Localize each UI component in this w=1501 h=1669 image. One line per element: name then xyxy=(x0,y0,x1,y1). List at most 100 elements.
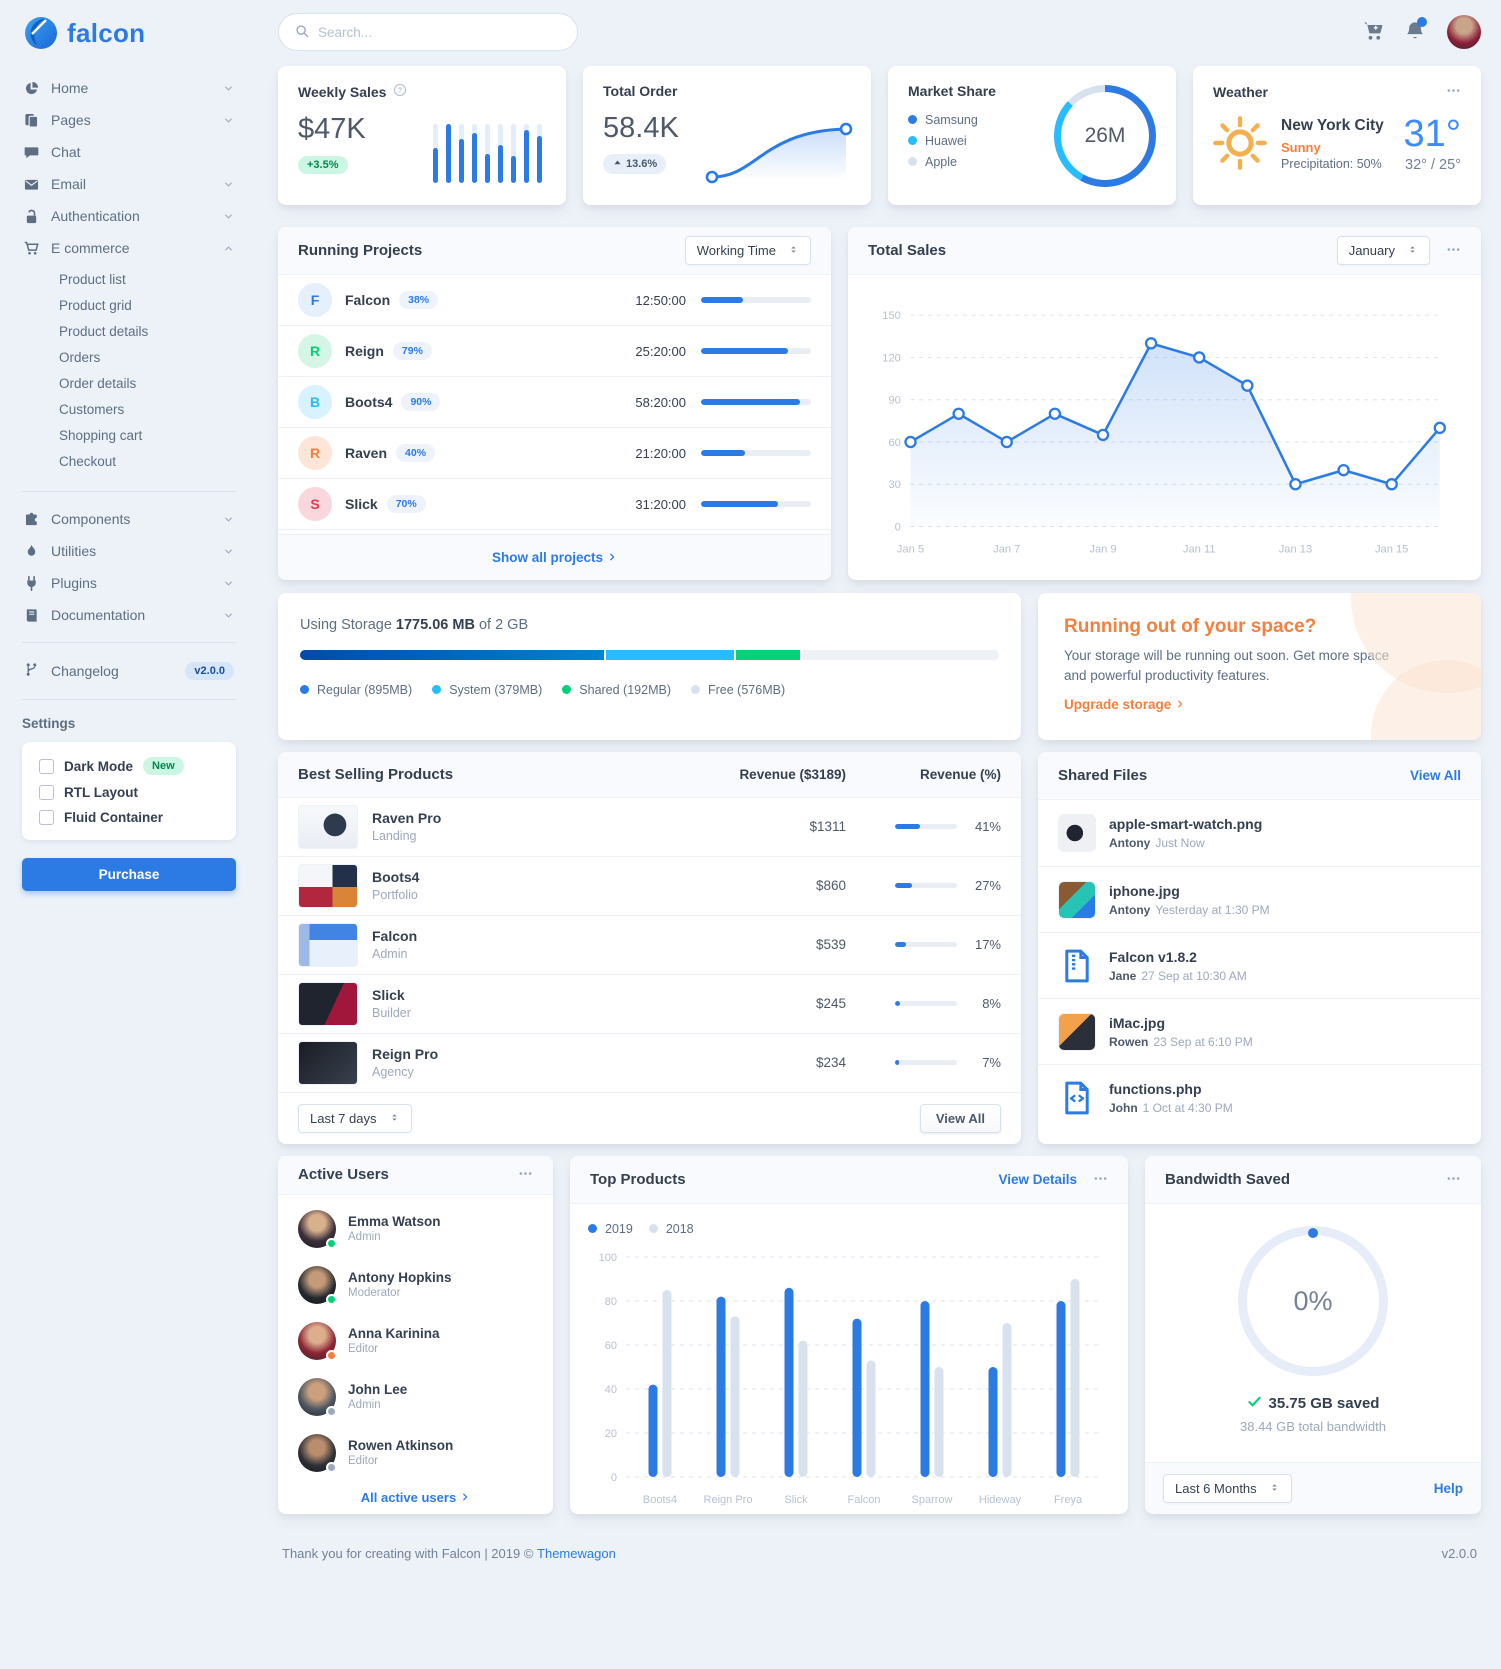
view-all-files-link[interactable]: View All xyxy=(1409,768,1461,783)
file-item-iphone-jpg[interactable]: iphone.jpg Antony Yesterday at 1:30 PM xyxy=(1038,866,1481,932)
storage-used: 1775.06 MB xyxy=(395,617,475,633)
project-row-slick[interactable]: S Slick 70% 31:20:00 xyxy=(278,479,831,530)
chevron-down-icon xyxy=(225,549,232,553)
code-branch-icon xyxy=(26,663,37,676)
project-avatar: F xyxy=(298,283,332,317)
purchase-button[interactable]: Purchase xyxy=(22,858,236,891)
search-box[interactable] xyxy=(278,13,578,51)
sidebar-item-label: Changelog xyxy=(51,663,119,679)
file-item-falcon-v1-8-2[interactable]: Falcon v1.8.2 Jane 27 Sep at 10:30 AM xyxy=(1038,932,1481,998)
page-footer: Thank you for creating with Falcon | 201… xyxy=(278,1528,1481,1585)
subnav-item-customers[interactable]: Customers xyxy=(59,401,125,417)
setting-fluid-container[interactable]: Fluid Container xyxy=(39,810,219,825)
sidebar-item-pages[interactable]: Pages xyxy=(22,104,236,136)
card-menu-button[interactable] xyxy=(1093,1171,1108,1189)
sidebar-item-changelog[interactable]: Changelog v2.0.0 xyxy=(22,654,236,688)
project-row-boots4[interactable]: B Boots4 90% 58:20:00 xyxy=(278,377,831,428)
all-active-users-link[interactable]: All active users xyxy=(361,1490,470,1505)
card-menu-button[interactable] xyxy=(1446,242,1461,260)
product-row-boots4[interactable]: Boots4 Portfolio $860 27% xyxy=(278,857,1021,916)
total-order-value: 58.4K xyxy=(603,112,679,144)
project-avatar: B xyxy=(298,385,332,419)
card-menu-button[interactable] xyxy=(518,1166,533,1184)
main-content: Weekly Sales? $47K +3.5% Total Order 58.… xyxy=(258,0,1501,1585)
legend-2019: 2019 xyxy=(588,1218,633,1239)
total-order-badge: 13.6% xyxy=(603,154,667,174)
sidebar-item-plugins[interactable]: Plugins xyxy=(22,567,236,599)
upgrade-storage-link[interactable]: Upgrade storage xyxy=(1064,697,1185,712)
sidebar-item-authentication[interactable]: Authentication xyxy=(22,200,236,232)
svg-text:Jan 7: Jan 7 xyxy=(993,544,1020,556)
subnav-item-checkout[interactable]: Checkout xyxy=(59,453,117,469)
product-progress xyxy=(895,1060,957,1066)
month-select[interactable]: January xyxy=(1336,236,1430,265)
sidebar-item-components[interactable]: Components xyxy=(22,503,236,535)
notifications-button[interactable] xyxy=(1405,16,1427,44)
file-thumbnail xyxy=(1058,880,1096,919)
user-row-antony-hopkins[interactable]: Antony Hopkins Moderator xyxy=(278,1257,553,1313)
cart-button[interactable] xyxy=(1363,21,1383,44)
project-avatar: R xyxy=(298,436,332,470)
sidebar-item-chat[interactable]: Chat xyxy=(22,136,236,168)
product-revenue: $860 xyxy=(815,878,846,894)
user-row-john-lee[interactable]: John Lee Admin xyxy=(278,1369,553,1425)
product-row-falcon[interactable]: Falcon Admin $539 17% xyxy=(278,916,1021,975)
file-time: 1 Oct at 4:30 PM xyxy=(1142,1100,1233,1115)
subnav-item-orders[interactable]: Orders xyxy=(59,349,101,365)
product-row-raven-pro[interactable]: Raven Pro Landing $1311 41% xyxy=(278,798,1021,857)
subnav-item-order-details[interactable]: Order details xyxy=(59,375,137,391)
weather-title: Weather xyxy=(1213,84,1268,100)
dots-h-icon xyxy=(1447,89,1460,92)
card-menu-button[interactable] xyxy=(1446,1171,1461,1189)
subnav-item-product-details[interactable]: Product details xyxy=(59,323,149,339)
product-row-slick[interactable]: Slick Builder $245 8% xyxy=(278,975,1021,1034)
brand-logo[interactable]: falcon xyxy=(22,16,236,50)
setting-dark-mode[interactable]: Dark Mode New xyxy=(39,757,219,775)
product-row-reign-pro[interactable]: Reign Pro Agency $234 7% xyxy=(278,1034,1021,1093)
checkbox[interactable] xyxy=(39,785,54,800)
help-icon[interactable]: ? xyxy=(393,83,407,100)
weather-precipitation: Precipitation: 50% xyxy=(1281,157,1382,171)
search-input[interactable] xyxy=(318,24,561,40)
product-pct: 41% xyxy=(974,819,1001,835)
project-time: 12:50:00 xyxy=(635,292,686,308)
project-row-raven[interactable]: R Raven 40% 21:20:00 xyxy=(278,428,831,479)
sidebar-item-email[interactable]: Email xyxy=(22,168,236,200)
view-details-link[interactable]: View Details xyxy=(998,1172,1077,1187)
legend-item-apple: Apple xyxy=(908,151,1156,172)
show-all-projects-link[interactable]: Show all projects xyxy=(492,550,617,565)
spark-bar-fill xyxy=(537,135,542,183)
sidebar-item-e-commerce[interactable]: E commerce xyxy=(22,232,236,264)
project-row-falcon[interactable]: F Falcon 38% 12:50:00 xyxy=(278,275,831,326)
product-progress xyxy=(895,1001,957,1007)
project-avatar: R xyxy=(298,334,332,368)
subnav-item-shopping-cart[interactable]: Shopping cart xyxy=(59,427,143,443)
file-item-functions-php[interactable]: functions.php John 1 Oct at 4:30 PM xyxy=(1038,1064,1481,1130)
card-menu-button[interactable] xyxy=(1446,83,1461,101)
user-row-emma-watson[interactable]: Emma Watson Admin xyxy=(278,1201,553,1257)
sidebar-item-label: Documentation xyxy=(51,607,146,623)
subnav-item-product-grid[interactable]: Product grid xyxy=(59,297,132,313)
setting-rtl-layout[interactable]: RTL Layout xyxy=(39,785,219,800)
file-item-imac-jpg[interactable]: iMac.jpg Rowen 23 Sep at 6:10 PM xyxy=(1038,998,1481,1064)
months-select[interactable]: Last 6 Months xyxy=(1163,1474,1292,1503)
file-item-apple-smart-watch-png[interactable]: apple-smart-watch.png Antony Just Now xyxy=(1038,800,1481,866)
user-row-anna-karinina[interactable]: Anna Karinina Editor xyxy=(278,1313,553,1369)
checkbox[interactable] xyxy=(39,810,54,825)
user-row-rowen-atkinson[interactable]: Rowen Atkinson Editor xyxy=(278,1425,553,1481)
subnav-item-product-list[interactable]: Product list xyxy=(59,271,126,287)
help-link[interactable]: Help xyxy=(1433,1481,1463,1496)
product-progress xyxy=(895,824,957,830)
working-time-select[interactable]: Working Time xyxy=(684,236,811,265)
checkbox[interactable] xyxy=(39,758,54,774)
user-avatar[interactable] xyxy=(1447,15,1481,49)
stats-row: Weekly Sales? $47K +3.5% Total Order 58.… xyxy=(278,66,1481,205)
sidebar-item-documentation[interactable]: Documentation xyxy=(22,599,236,631)
project-row-reign[interactable]: R Reign 79% 25:20:00 xyxy=(278,326,831,377)
total-order-card: Total Order 58.4K 13.6% xyxy=(583,66,871,205)
view-all-button[interactable]: View All xyxy=(919,1103,1001,1133)
sidebar-item-utilities[interactable]: Utilities xyxy=(22,535,236,567)
period-select[interactable]: Last 7 days xyxy=(298,1103,412,1133)
themewagon-link[interactable]: Themewagon xyxy=(537,1546,616,1561)
sidebar-item-home[interactable]: Home xyxy=(22,72,236,104)
